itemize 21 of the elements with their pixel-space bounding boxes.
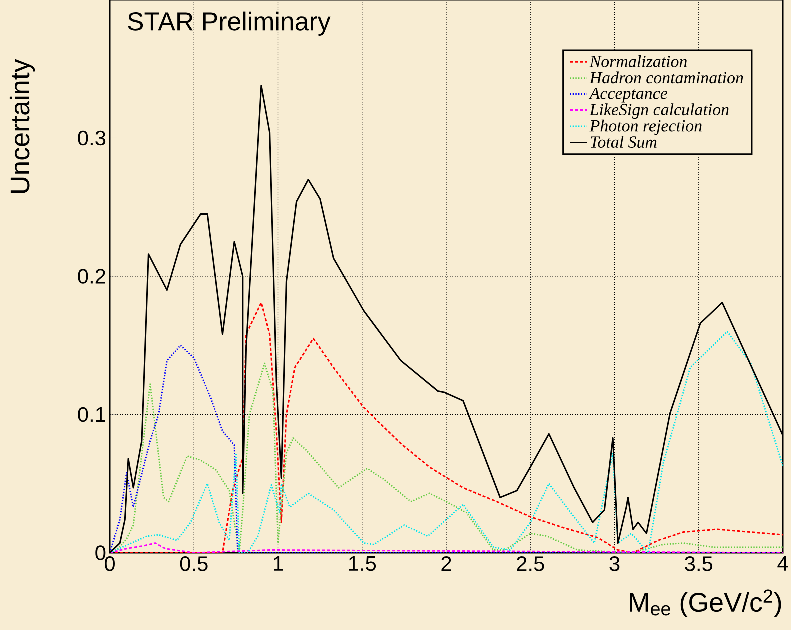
x-tick-label: 4 — [778, 556, 788, 571]
legend-label: LikeSign calculation — [590, 104, 729, 119]
x-tick-label: 2.5 — [517, 556, 544, 572]
x-tick-label: 1 — [274, 556, 284, 571]
legend-label: Acceptance — [588, 88, 668, 103]
y-axis-title: Uncertainty — [10, 59, 36, 194]
x-axis-title: M$_{ee}$ (GeV/c$^{2}$) — [630, 590, 782, 618]
legend-label: Total Sum — [590, 136, 657, 148]
legend-label: Photon rejection — [590, 120, 702, 136]
y-tick-label: 0.3 — [78, 130, 106, 146]
y-tick-label: 0 — [96, 546, 106, 560]
y-tick-label: 0.1 — [78, 407, 106, 422]
annotation: STAR Preliminary — [128, 12, 331, 36]
x-tick-label: 3.5 — [685, 556, 713, 572]
y-tick-label: 0.2 — [78, 269, 106, 284]
x-tick-label: 0.5 — [180, 556, 208, 572]
x-tick-label: 3 — [610, 556, 620, 572]
x-tick-label: 2 — [442, 556, 452, 572]
legend-label: Normalization — [590, 56, 687, 68]
x-tick-label: 1.5 — [349, 556, 376, 572]
legend-label: Hadron contamination — [590, 72, 744, 84]
